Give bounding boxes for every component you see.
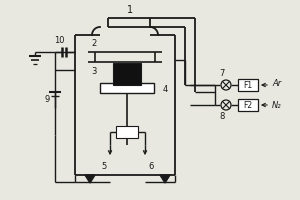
Text: 5: 5 xyxy=(102,162,107,171)
Text: F2: F2 xyxy=(243,100,253,110)
Text: N₂: N₂ xyxy=(272,102,282,110)
Text: F1: F1 xyxy=(243,80,253,90)
Text: 7: 7 xyxy=(219,69,225,78)
Text: 2: 2 xyxy=(91,39,96,48)
Text: 3: 3 xyxy=(91,67,96,76)
Bar xyxy=(238,99,258,111)
Bar xyxy=(238,79,258,91)
Text: 10: 10 xyxy=(54,36,64,45)
Text: 1: 1 xyxy=(127,5,133,15)
Text: 6: 6 xyxy=(148,162,153,171)
Bar xyxy=(116,126,138,138)
Polygon shape xyxy=(160,175,170,183)
Text: 4: 4 xyxy=(163,86,168,95)
Polygon shape xyxy=(85,175,95,183)
Bar xyxy=(113,63,141,85)
Text: 9: 9 xyxy=(45,96,50,104)
Bar xyxy=(100,83,154,93)
Text: 8: 8 xyxy=(219,112,225,121)
Text: Ar: Ar xyxy=(272,79,281,88)
